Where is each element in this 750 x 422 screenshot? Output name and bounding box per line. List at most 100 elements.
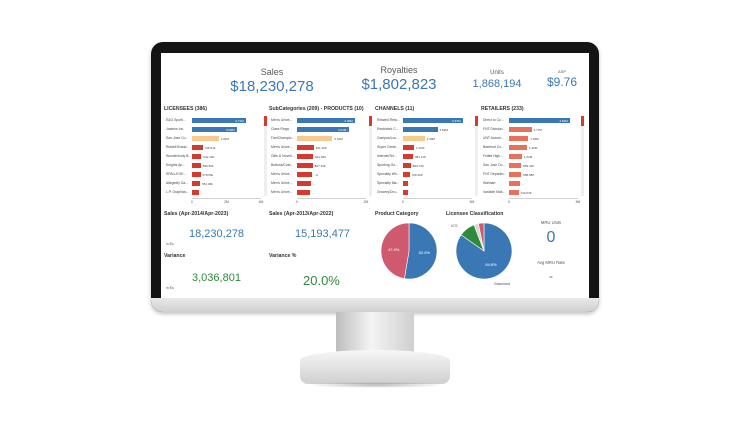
bar-row[interactable]: Jostens Inc. 3.08M <box>164 125 267 134</box>
bar[interactable] <box>509 181 520 186</box>
bar[interactable] <box>509 118 571 123</box>
channels-panel[interactable]: CHANNELS (11) Related Reta... 6.67M Restri… <box>375 106 478 208</box>
units-kpi[interactable]: Units 1,868,194 <box>461 70 533 90</box>
scroll-thumb[interactable] <box>369 116 372 126</box>
bar-row[interactable]: Barefoot Co... 1.42M <box>481 143 584 152</box>
bar-row[interactable]: Related Reta... 6.67M <box>375 116 478 125</box>
asp-kpi[interactable]: ASP $9.76 <box>541 69 583 89</box>
retailers-panel[interactable]: RETAILERS (233) Direct to Co... 4.84M FNT … <box>481 106 584 208</box>
bar[interactable] <box>297 136 333 141</box>
bar[interactable] <box>297 190 311 195</box>
bar-row[interactable]: Knights Ap... 599.83k <box>164 161 267 170</box>
variance-kpi[interactable]: Variance 3,036,801 in $'s <box>164 253 264 297</box>
bar[interactable] <box>403 172 410 177</box>
bar-row[interactable]: Allegedly Ga... 551.48k <box>164 179 267 188</box>
bar[interactable] <box>509 172 522 177</box>
bar[interactable] <box>192 127 238 132</box>
scroll-thumb[interactable] <box>475 116 478 126</box>
bar[interactable] <box>192 118 247 123</box>
bar-row[interactable]: Class Rings 3.01M <box>269 125 372 134</box>
bar-row[interactable]: Internet/Tel... 987.11K <box>375 152 478 161</box>
bar[interactable] <box>192 136 219 141</box>
bar-row[interactable]: Men's Unive...... <box>269 188 372 197</box>
bar[interactable] <box>297 118 356 123</box>
retailers-bars[interactable]: Direct to Co... 4.84M FNT Division... 1.77M… <box>481 116 584 197</box>
bar[interactable] <box>192 181 201 186</box>
bar-row[interactable]: Men's Unive...... <box>269 179 372 188</box>
bar[interactable] <box>403 136 425 141</box>
bar[interactable] <box>297 172 312 177</box>
bar[interactable] <box>509 145 528 150</box>
variance-pct-kpi[interactable]: Variance % 20.0% <box>269 253 373 297</box>
pie-slice[interactable] <box>404 222 438 280</box>
bar-row[interactable]: Super Cente... 1.22M <box>375 143 478 152</box>
bar[interactable] <box>509 136 529 141</box>
bar-row[interactable]: Specialty Wh... 729.36K <box>375 170 478 179</box>
bar-row[interactable]: FNT Division... 1.77M <box>481 125 584 134</box>
bar-row[interactable]: Gifts & Noveli... 921.36K <box>269 152 372 161</box>
bar-row[interactable]: Campus/Loc... 2.40M <box>375 134 478 143</box>
bar-row[interactable]: Direct to Co... 4.84M <box>481 116 584 125</box>
bar-row[interactable]: Riddell Brand... 728.61k <box>164 143 267 152</box>
licensee-classification-pie[interactable]: 84.8% <box>454 221 514 281</box>
pie-slice[interactable] <box>380 222 410 279</box>
bar[interactable] <box>403 118 464 123</box>
royalties-kpi[interactable]: Royalties $1,802,823 <box>339 65 459 93</box>
bar[interactable] <box>509 163 522 168</box>
bar-row[interactable]: SPALLEGE... 578.65k <box>164 170 267 179</box>
bar-row[interactable]: UNT Accom... 1.53M <box>481 134 584 143</box>
licensees-panel[interactable]: LICENSEES (386) E&G Sporti... 3.71M Josten… <box>164 106 267 208</box>
bar-row[interactable]: L.P. Graphics...... <box>164 188 267 197</box>
scroll-thumb[interactable] <box>264 116 267 126</box>
bar[interactable] <box>509 154 522 159</box>
bar[interactable] <box>403 181 409 186</box>
channels-bars[interactable]: Related Reta... 6.67M Restricted C... 3.82M… <box>375 116 478 197</box>
bar-row[interactable]: FNT Departm... 958.58K <box>481 170 584 179</box>
product-category-pie[interactable]: 52.6% 47.4% <box>379 221 439 281</box>
bar-row[interactable]: San Jose Co... 959.44K <box>481 161 584 170</box>
bar-row[interactable]: Sporting Go... 863.73K <box>375 161 478 170</box>
bar-row[interactable]: Grocery/Dru...... <box>375 188 478 197</box>
bar[interactable] <box>403 127 438 132</box>
bar-row[interactable]: Men's Unive... 3.36M <box>269 116 372 125</box>
sales-prior-kpi[interactable]: Sales (Apr-2013/Apr-2022) 15,193,477 <box>269 211 373 251</box>
bar-row[interactable]: San Jose Co... 1.81M <box>164 134 267 143</box>
bar[interactable] <box>297 181 311 186</box>
scroll-thumb[interactable] <box>581 116 584 126</box>
licensees-bars[interactable]: E&G Sporti... 3.71M Jostens Inc. 3.08M San J… <box>164 116 267 197</box>
bar[interactable] <box>403 154 413 159</box>
bar[interactable] <box>192 145 203 150</box>
bar[interactable] <box>403 145 415 150</box>
retailers-scrollbar[interactable] <box>581 116 584 196</box>
licensees-scrollbar[interactable] <box>264 116 267 196</box>
bar[interactable] <box>192 172 201 177</box>
bar-row[interactable]: Follett High... 1.02M <box>481 152 584 161</box>
bar[interactable] <box>192 190 200 195</box>
sales-recent-kpi[interactable]: Sales (Apr-2014/Apr-2023) 18,230,278 in … <box>164 211 264 251</box>
bar[interactable] <box>297 127 350 132</box>
bar-row[interactable]: Men's Unive... ...K <box>269 170 372 179</box>
bar-row[interactable]: Specialty Ma...... <box>375 179 478 188</box>
bar[interactable] <box>192 154 202 159</box>
subcategories-bars[interactable]: Men's Unive... 3.36M Class Rings 3.01M Fan/C… <box>269 116 372 197</box>
bar-row[interactable]: Wonderbody B... 642.14K <box>164 152 267 161</box>
bar-row[interactable]: E&G Sporti... 3.71M <box>164 116 267 125</box>
bar[interactable] <box>297 154 313 159</box>
bar-row[interactable]: Fan/Champio... 2.04M <box>269 134 372 143</box>
sales-kpi[interactable]: Sales $18,230,278 <box>217 67 327 95</box>
channels-scrollbar[interactable] <box>475 116 478 196</box>
pie-slice[interactable] <box>478 222 485 252</box>
bar-row[interactable]: Men's Unive... 961.10K <box>269 143 372 152</box>
subcategories-scrollbar[interactable] <box>369 116 372 196</box>
bar[interactable] <box>509 127 532 132</box>
subcategories-panel[interactable]: SubCategories (209) - PRODUCTS (10) Men'… <box>269 106 372 208</box>
bar[interactable] <box>509 190 519 195</box>
bar-row[interactable]: Walmart... <box>481 179 584 188</box>
bar[interactable] <box>297 163 313 168</box>
bar[interactable] <box>403 163 411 168</box>
bar[interactable] <box>192 163 201 168</box>
bar-row[interactable]: Variable Mail... 740.63K <box>481 188 584 197</box>
bar-row[interactable]: Buttons/Cust... 897.43K <box>269 161 372 170</box>
bar[interactable] <box>403 190 408 195</box>
bar[interactable] <box>297 145 314 150</box>
